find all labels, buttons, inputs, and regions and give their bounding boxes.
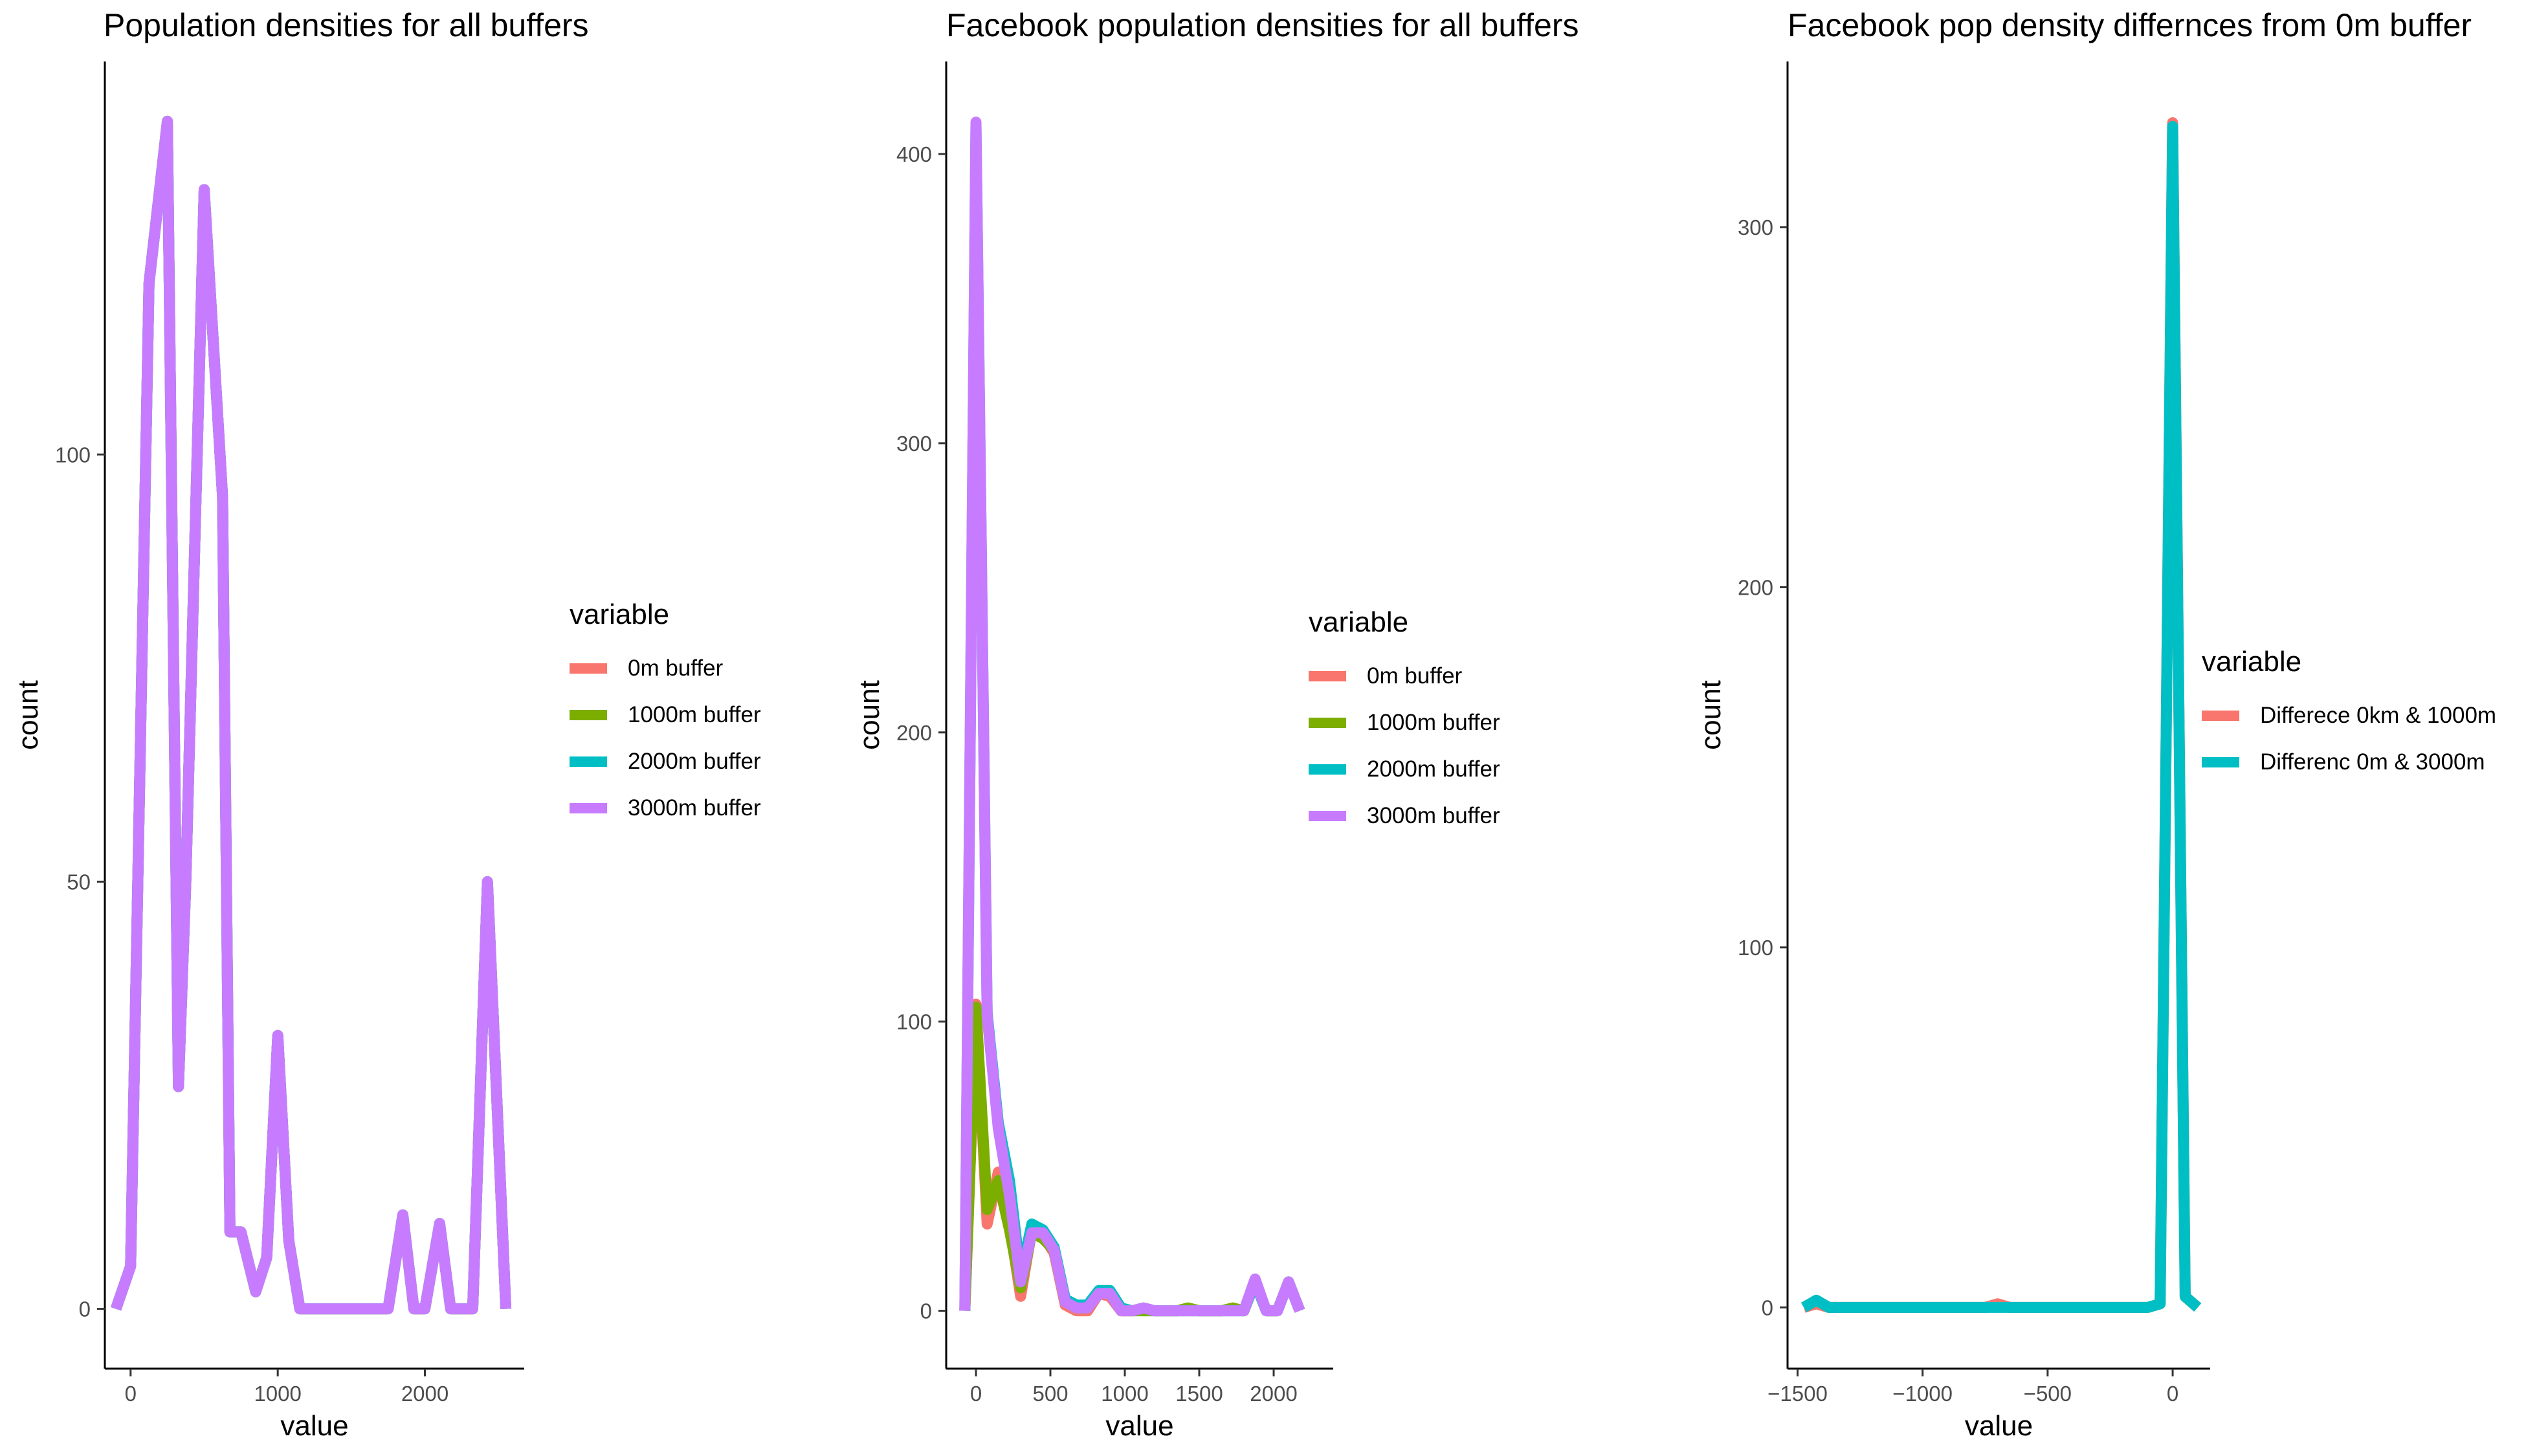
y-tick-label: 100: [1738, 936, 1773, 960]
x-axis-title: value: [1965, 1410, 2033, 1442]
legend-title: variable: [2202, 646, 2302, 678]
y-tick-label: 200: [1738, 575, 1773, 599]
y-tick-label: 300: [896, 432, 932, 456]
legend-item: 1000m buffer: [1309, 700, 1500, 746]
chart-panel-1: Population densities for all buffers 0 50…: [0, 0, 841, 1456]
chart-legend: variable 0m buffer 1000m buffer 2000m bu…: [1309, 606, 1500, 839]
legend-label: 1000m buffer: [1367, 710, 1500, 735]
legend-label: Differenc 0m & 3000m: [2260, 749, 2485, 775]
legend-key: [570, 756, 607, 767]
legend-key: [570, 663, 607, 674]
x-axis-title: value: [280, 1410, 348, 1442]
legend-label: 3000m buffer: [1367, 803, 1500, 828]
legend-label: 1000m buffer: [628, 702, 761, 727]
x-tick-label: −1000: [1892, 1382, 1953, 1406]
chart-title: Population densities for all buffers: [104, 7, 589, 43]
x-tick-label: 500: [1032, 1382, 1068, 1406]
series-line-3000m-buffer: [111, 115, 512, 1315]
x-tick-label: 0: [970, 1382, 982, 1406]
y-tick-label: 400: [896, 142, 932, 166]
chart-panel-2: Facebook population densities for all bu…: [841, 0, 1683, 1456]
legend-key: [1309, 764, 1346, 775]
legend-item: Differece 0km & 1000m: [2202, 692, 2496, 739]
legend-key: [1309, 811, 1346, 821]
x-tick-label: −500: [2024, 1382, 2072, 1406]
y-tick-label: 0: [79, 1297, 91, 1321]
x-tick-label: −1500: [1767, 1382, 1828, 1406]
series-line-2000m-buffer: [959, 119, 1305, 1317]
y-axis-title: count: [12, 680, 44, 750]
y-tick-label: 0: [1762, 1296, 1773, 1319]
legend-item: 0m buffer: [1309, 653, 1500, 700]
legend-key: [570, 710, 607, 720]
legend-label: 2000m buffer: [1367, 756, 1500, 782]
legend-item: 3000m buffer: [1309, 793, 1500, 839]
x-tick-label: 1000: [1101, 1382, 1148, 1406]
legend-key: [2202, 711, 2239, 721]
legend-item: Differenc 0m & 3000m: [2202, 739, 2496, 786]
y-tick-label: 300: [1738, 215, 1773, 239]
x-axis-title: value: [1105, 1410, 1173, 1442]
legend-item: 0m buffer: [570, 645, 761, 692]
series-line-differece-0km-1000m: [1802, 117, 2202, 1313]
chart-title: Facebook pop density differnces from 0m …: [1788, 7, 2472, 43]
chart-panel-3: Facebook pop density differnces from 0m …: [1683, 0, 2526, 1456]
legend-key: [1309, 718, 1346, 728]
y-axis-title: count: [1695, 680, 1727, 750]
chart-legend: variable Differece 0km & 1000m Differenc…: [2202, 646, 2496, 786]
x-tick-label: 1000: [254, 1382, 301, 1406]
legend-key: [570, 803, 607, 813]
legend-item: 1000m buffer: [570, 692, 761, 738]
legend-title: variable: [570, 599, 670, 630]
chart-plot: 0 100 200 300 −1500 −1000 −500 0 value count: [1695, 61, 2210, 1442]
legend-key: [2202, 757, 2239, 767]
y-tick-label: 200: [896, 721, 932, 745]
series-line-differenc-0m-3000m: [1800, 120, 2202, 1313]
x-tick-label: 2000: [1250, 1382, 1297, 1406]
y-tick-label: 100: [896, 1010, 932, 1034]
y-tick-label: 0: [920, 1299, 932, 1323]
legend-label: 0m buffer: [1367, 663, 1463, 689]
x-tick-label: 0: [125, 1382, 137, 1406]
y-tick-label: 50: [67, 870, 91, 894]
series-line-3000m-buffer: [959, 116, 1305, 1317]
legend-item: 3000m buffer: [570, 785, 761, 832]
legend-key: [1309, 671, 1346, 681]
legend-item: 2000m buffer: [1309, 746, 1500, 793]
x-tick-label: 0: [2167, 1382, 2178, 1406]
legend-label: 0m buffer: [628, 656, 724, 681]
y-tick-label: 100: [55, 443, 91, 467]
chart-legend: variable 0m buffer 1000m buffer 2000m bu…: [570, 599, 761, 832]
chart-plot: 0 100 200 300 400 0 500 1000 1500 2000 value count: [854, 61, 1333, 1442]
x-tick-label: 2000: [401, 1382, 449, 1406]
legend-title: variable: [1309, 606, 1409, 638]
chart-title: Facebook population densities for all bu…: [946, 7, 1579, 43]
legend-label: 3000m buffer: [628, 795, 761, 821]
y-axis-title: count: [854, 680, 885, 750]
legend-label: Differece 0km & 1000m: [2260, 703, 2497, 728]
legend-item: 2000m buffer: [570, 738, 761, 785]
legend-label: 2000m buffer: [628, 749, 761, 774]
x-tick-label: 1500: [1175, 1382, 1223, 1406]
